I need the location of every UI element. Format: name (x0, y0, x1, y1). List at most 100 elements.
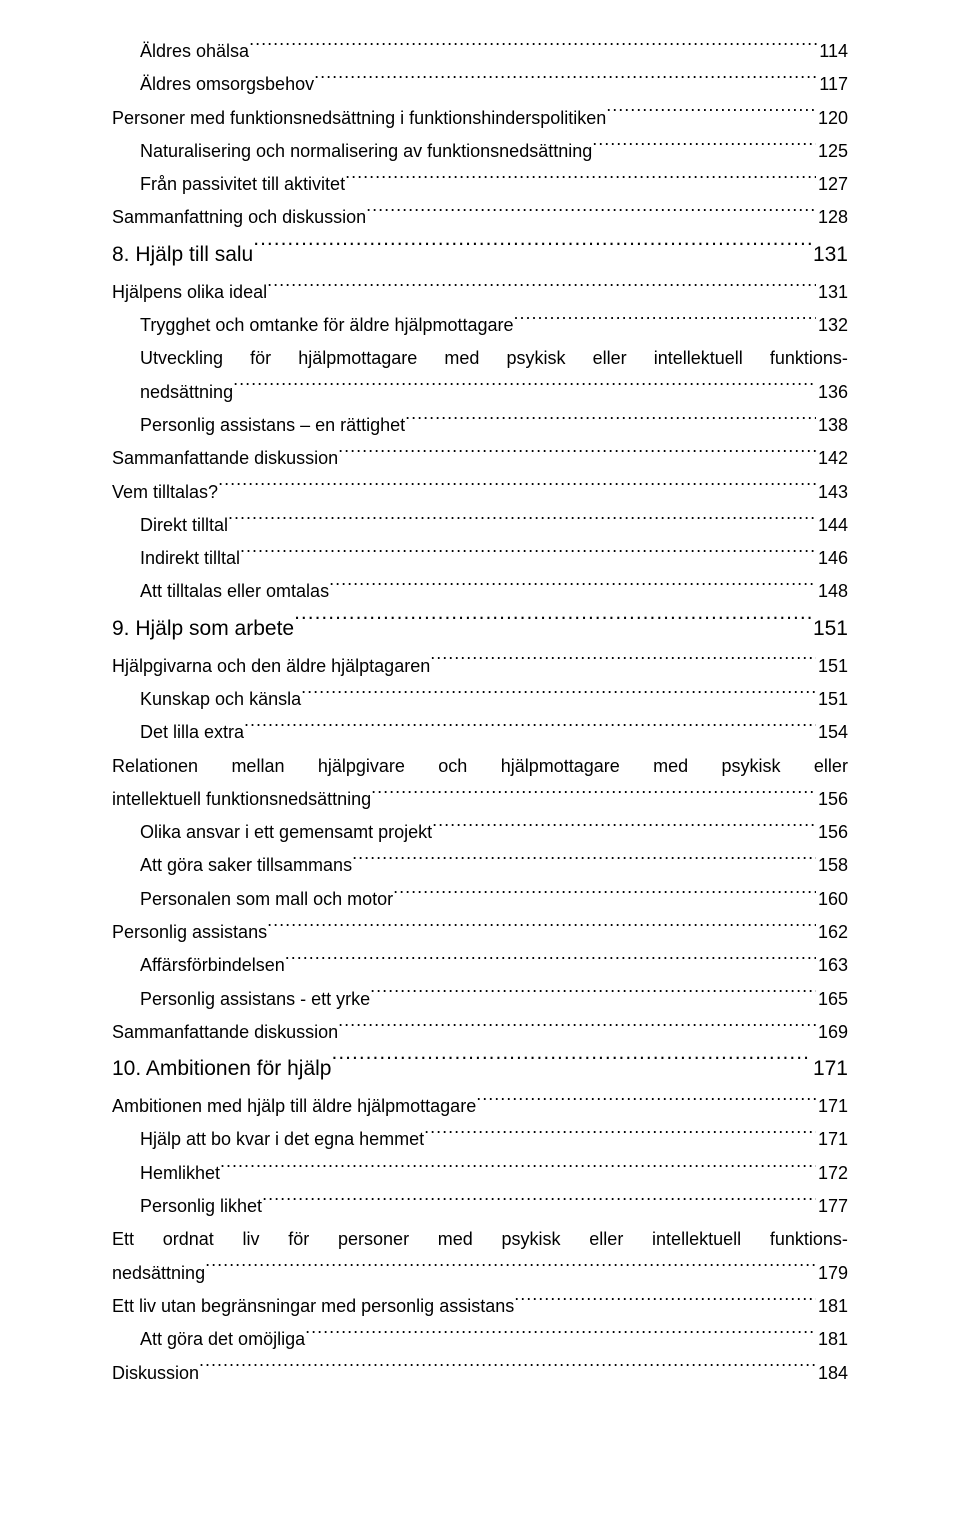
toc-dot-leader (345, 172, 816, 190)
toc-label: Ett liv utan begränsningar med personlig… (112, 1290, 514, 1323)
toc-label: Hjälp att bo kvar i det egna hemmet (140, 1123, 424, 1156)
toc-label-token: hjälpgivare (318, 750, 405, 783)
toc-list: Äldres ohälsa114Äldres omsorgsbehov117Pe… (112, 35, 848, 1390)
toc-page-number: 146 (816, 542, 848, 575)
toc-page-number: 181 (816, 1323, 848, 1356)
toc-dot-leader (218, 480, 816, 498)
toc-label: intellektuell funktionsnedsättning (112, 783, 371, 816)
toc-entry: Personlig assistans162 (112, 916, 848, 949)
toc-entry: Personlig assistans – en rättighet138 (112, 409, 848, 442)
toc-dot-leader (405, 413, 816, 431)
toc-page-number: 156 (816, 816, 848, 849)
toc-dot-leader (233, 380, 816, 398)
toc-dot-leader (249, 39, 817, 57)
toc-dot-leader (244, 720, 816, 738)
toc-label: Personer med funktionsnedsättning i funk… (112, 102, 606, 135)
toc-entry: 8. Hjälp till salu131 (112, 235, 848, 276)
toc-entry: Att tilltalas eller omtalas148 (112, 575, 848, 608)
toc-page-number: 148 (816, 575, 848, 608)
toc-entry-wrap: Relationenmellanhjälpgivareochhjälpmotta… (112, 750, 848, 817)
toc-entry: Vem tilltalas? 143 (112, 476, 848, 509)
toc-page-number: 144 (816, 509, 848, 542)
toc-entry: Personlig likhet177 (112, 1190, 848, 1223)
toc-entry: Diskussion184 (112, 1357, 848, 1390)
toc-label: Indirekt tilltal (140, 542, 240, 575)
toc-page-number: 120 (816, 102, 848, 135)
toc-label-token: liv (243, 1223, 260, 1256)
toc-label-token: med (653, 750, 688, 783)
toc-entry: Indirekt tilltal 146 (112, 542, 848, 575)
toc-page-number: 169 (816, 1016, 848, 1049)
toc-page-number: 151 (816, 683, 848, 716)
toc-page-number: 143 (816, 476, 848, 509)
toc-label: Hemlikhet (140, 1157, 220, 1190)
toc-label: Personlig likhet (140, 1190, 262, 1223)
toc-label-token: funktions- (770, 1223, 848, 1256)
toc-dot-leader (267, 920, 816, 938)
toc-dot-leader (338, 1020, 816, 1038)
toc-page-number: 171 (816, 1123, 848, 1156)
toc-label: Direkt tilltal (140, 509, 228, 542)
toc-label-token: med (438, 1223, 473, 1256)
toc-entry: Att göra det omöjliga 181 (112, 1323, 848, 1356)
toc-page-number: 127 (816, 168, 848, 201)
toc-dot-leader (305, 1327, 816, 1345)
toc-entry: Hjälp att bo kvar i det egna hemmet 171 (112, 1123, 848, 1156)
toc-label: Ambitionen med hjälp till äldre hjälpmot… (112, 1090, 476, 1123)
toc-label: Det lilla extra (140, 716, 244, 749)
toc-label: Vem tilltalas? (112, 476, 218, 509)
toc-page-number: 151 (811, 609, 848, 650)
toc-label-token: och (438, 750, 467, 783)
toc-label-token: funktions- (770, 342, 848, 375)
toc-label: Olika ansvar i ett gemensamt projekt (140, 816, 432, 849)
toc-entry: Direkt tilltal 144 (112, 509, 848, 542)
toc-label: 10. Ambitionen för hjälp (112, 1049, 331, 1090)
toc-dot-leader (432, 820, 816, 838)
toc-dot-leader (514, 313, 816, 331)
toc-entry: Olika ansvar i ett gemensamt projekt 156 (112, 816, 848, 849)
toc-page-number: 172 (816, 1157, 848, 1190)
toc-label-token: Ett (112, 1223, 134, 1256)
toc-page-number: 151 (816, 650, 848, 683)
toc-page-number: 131 (816, 276, 848, 309)
toc-label-token: psykisk (502, 1223, 561, 1256)
toc-entry: Kunskap och känsla151 (112, 683, 848, 716)
toc-page-number: 125 (816, 135, 848, 168)
toc-dot-leader (370, 987, 816, 1005)
toc-dot-leader (199, 1361, 816, 1379)
toc-label: Från passivitet till aktivitet (140, 168, 345, 201)
toc-label: Naturalisering och normalisering av funk… (140, 135, 592, 168)
toc-page-number: 154 (816, 716, 848, 749)
toc-entry-wrap: Ettordnatlivförpersonermedpsykiskellerin… (112, 1223, 848, 1290)
toc-page: Äldres ohälsa114Äldres omsorgsbehov117Pe… (0, 0, 960, 1521)
toc-entry: Hjälpens olika ideal 131 (112, 276, 848, 309)
toc-dot-leader (371, 787, 816, 805)
toc-page-number: 128 (816, 201, 848, 234)
toc-dot-leader (228, 513, 816, 531)
toc-entry: Personlig assistans - ett yrke165 (112, 983, 848, 1016)
toc-label: Personlig assistans (112, 916, 267, 949)
toc-page-number: 158 (816, 849, 848, 882)
toc-dot-leader (338, 446, 816, 464)
toc-entry: Personalen som mall och motor160 (112, 883, 848, 916)
toc-label: Sammanfattning och diskussion (112, 201, 366, 234)
toc-label: Affärsförbindelsen (140, 949, 285, 982)
toc-page-number: 163 (816, 949, 848, 982)
toc-label: Äldres omsorgsbehov (140, 68, 314, 101)
toc-dot-leader (430, 654, 816, 672)
toc-dot-leader (393, 887, 816, 905)
toc-entry: Att göra saker tillsammans158 (112, 849, 848, 882)
toc-label-token: intellektuell (652, 1223, 741, 1256)
toc-entry: Äldres omsorgsbehov117 (112, 68, 848, 101)
toc-label: Sammanfattande diskussion (112, 1016, 338, 1049)
toc-label: Att göra det omöjliga (140, 1323, 305, 1356)
toc-label: 8. Hjälp till salu (112, 235, 253, 276)
toc-wrap-line1: Utvecklingförhjälpmottagaremedpsykiskell… (140, 342, 848, 375)
toc-page-number: 184 (816, 1357, 848, 1390)
toc-label-token: intellektuell (654, 342, 743, 375)
toc-label-token: med (444, 342, 479, 375)
toc-label: nedsättning (112, 1257, 205, 1290)
toc-page-number: 165 (816, 983, 848, 1016)
toc-page-number: 114 (817, 35, 848, 68)
toc-label: Hjälpens olika ideal (112, 276, 267, 309)
